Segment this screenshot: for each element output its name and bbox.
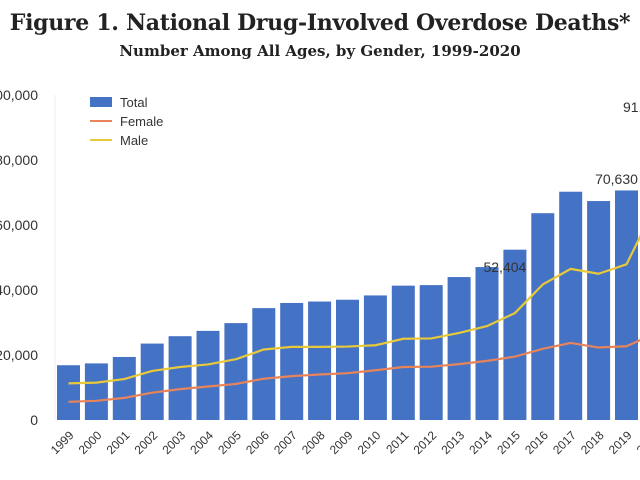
- x-tick-label: 2001: [104, 428, 133, 457]
- bar-2018: [587, 201, 611, 420]
- legend-label-total: Total: [120, 95, 148, 110]
- x-tick-label: 2011: [383, 428, 411, 456]
- x-tick-label: 2005: [215, 428, 244, 457]
- bar-2002: [140, 343, 164, 420]
- x-tick-label: 2014: [466, 428, 495, 457]
- x-tick-label: 1999: [48, 428, 77, 457]
- x-tick-label: 2017: [550, 428, 579, 457]
- x-tick-label: 2004: [187, 428, 216, 457]
- y-tick-label: 80,000: [0, 152, 38, 168]
- x-tick-label: 2019: [606, 428, 635, 457]
- legend-label-female: Female: [120, 114, 163, 129]
- bar-2003: [168, 336, 192, 420]
- line-female: [68, 339, 640, 403]
- bar-2012: [419, 285, 443, 420]
- bar-2000: [84, 363, 108, 420]
- bar-1999: [57, 365, 80, 420]
- x-tick-label: 2002: [132, 428, 161, 457]
- legend-swatch-total: [90, 97, 112, 107]
- x-tick-label: 2009: [327, 428, 356, 457]
- line-male: [68, 234, 640, 385]
- bar-2013: [447, 277, 471, 420]
- bar-2015: [503, 249, 527, 420]
- y-tick-label: 60,000: [0, 217, 38, 233]
- x-tick-label: 2003: [159, 428, 188, 457]
- bar-2009: [336, 299, 359, 420]
- chart-subtitle: Number Among All Ages, by Gender, 1999-2…: [119, 42, 521, 60]
- x-tick-label: 2013: [438, 428, 467, 457]
- x-tick-label: 2016: [522, 428, 551, 457]
- y-tick-label: 20,000: [0, 347, 38, 363]
- y-tick-label: 40,000: [0, 282, 38, 298]
- bar-2005: [224, 323, 248, 420]
- chart-title: Figure 1. National Drug-Involved Overdos…: [9, 10, 631, 36]
- bar-2007: [280, 302, 304, 420]
- data-label-2015: 52,404: [483, 259, 526, 275]
- bar-2004: [196, 330, 220, 420]
- bar-2001: [112, 356, 136, 420]
- x-tick-label: 2008: [299, 428, 328, 457]
- x-tick-label: 2010: [355, 428, 384, 457]
- y-tick-label: 100,000: [0, 87, 38, 103]
- x-tick-label: 2006: [243, 428, 272, 457]
- bar-2010: [363, 295, 387, 420]
- bar-2019: [615, 190, 638, 420]
- legend-label-male: Male: [120, 133, 148, 148]
- y-tick-label: 0: [30, 412, 38, 428]
- data-label-2019: 70,630: [595, 171, 638, 187]
- bar-2016: [531, 213, 555, 420]
- bar-2017: [559, 191, 583, 420]
- x-tick-label: 2012: [411, 428, 440, 457]
- bar-2008: [308, 301, 332, 420]
- x-tick-label: 2018: [578, 428, 607, 457]
- bar-2011: [391, 285, 415, 420]
- data-label-2020: 91,799: [623, 99, 640, 115]
- x-tick-label: 2000: [76, 428, 105, 457]
- x-tick-label: 2020: [634, 428, 640, 457]
- x-tick-label: 2015: [494, 428, 523, 457]
- bar-2006: [252, 308, 276, 420]
- bar-2014: [475, 267, 499, 420]
- x-tick-label: 2007: [271, 428, 300, 457]
